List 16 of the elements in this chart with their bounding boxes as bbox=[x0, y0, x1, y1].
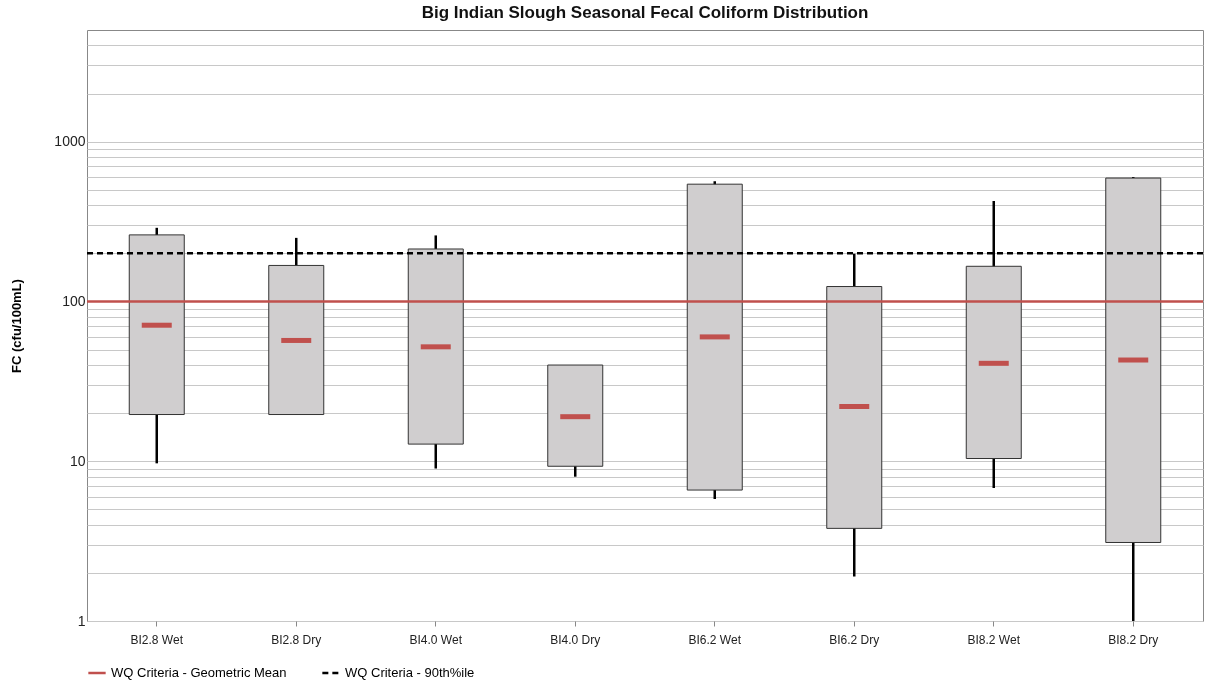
y-tick-label: 1000 bbox=[54, 133, 86, 150]
chart-title: Big Indian Slough Seasonal Fecal Coliform Distribution bbox=[421, 3, 869, 22]
x-tick-label: BI8.2 Wet bbox=[967, 632, 1021, 647]
x-tick-label: BI8.2 Dry bbox=[1108, 632, 1159, 647]
legend-label: WQ Criteria - Geometric Mean bbox=[111, 665, 287, 680]
y-tick-label: 100 bbox=[62, 292, 86, 309]
y-tick-label: 10 bbox=[69, 452, 86, 469]
y-tick-label: 1 bbox=[77, 612, 86, 629]
legend-label: WQ Criteria - 90th%ile bbox=[345, 665, 475, 680]
x-tick-label: BI6.2 Wet bbox=[688, 632, 742, 647]
x-tick-label: BI2.8 Wet bbox=[130, 632, 184, 647]
x-tick-label: BI2.8 Dry bbox=[271, 632, 322, 647]
x-tick-label: BI4.0 Dry bbox=[550, 632, 601, 647]
x-tick-label: BI6.2 Dry bbox=[829, 632, 880, 647]
x-tick-label: BI4.0 Wet bbox=[409, 632, 463, 647]
y-axis-title: FC (cfu/100mL) bbox=[9, 279, 25, 373]
